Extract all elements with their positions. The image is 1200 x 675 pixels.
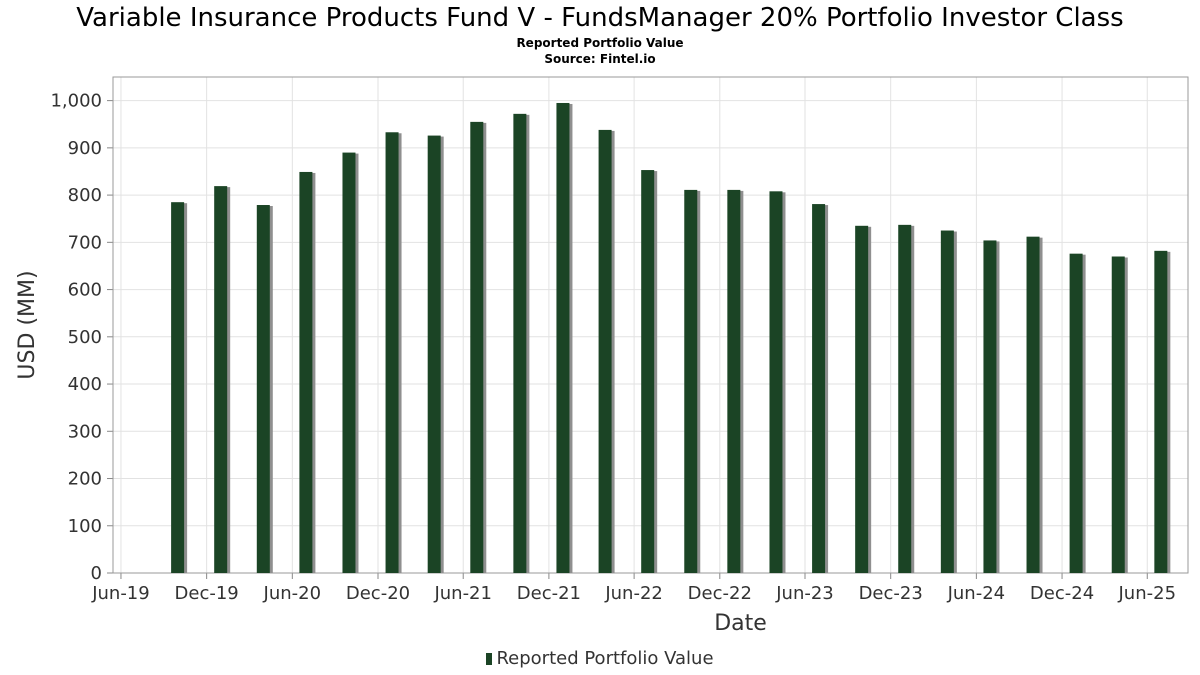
y-tick-label: 900 [68, 138, 102, 159]
x-tick-label: Dec-22 [688, 583, 752, 604]
bar [171, 202, 185, 573]
bar [598, 129, 612, 573]
chart-subtitle: Reported Portfolio Value [516, 36, 684, 50]
bar [556, 102, 570, 573]
bar [983, 240, 997, 574]
x-tick-label: Jun-19 [91, 583, 150, 604]
chart-title: Variable Insurance Products Fund V - Fun… [76, 3, 1124, 33]
x-tick-label: Dec-21 [517, 583, 581, 604]
bar [1154, 250, 1168, 574]
x-tick-label: Dec-20 [346, 583, 410, 604]
bar [940, 230, 954, 573]
x-tick-label: Jun-20 [263, 583, 322, 604]
legend: Reported Portfolio Value [0, 648, 1200, 670]
legend-label: Reported Portfolio Value [496, 648, 714, 669]
x-tick-label: Dec-24 [1030, 583, 1094, 604]
x-tick-label: Jun-22 [604, 583, 663, 604]
y-tick-label: 1,000 [50, 91, 102, 112]
bar [299, 171, 313, 573]
legend-swatch [486, 653, 493, 665]
bar [641, 170, 655, 573]
chart-source: Source: Fintel.io [544, 52, 656, 66]
y-tick-label: 500 [68, 327, 102, 348]
y-tick-label: 800 [68, 185, 102, 206]
bar [513, 113, 527, 574]
y-axis-label: USD (MM) [15, 270, 40, 379]
y-tick-label: 100 [68, 516, 102, 537]
x-axis-label: Date [714, 611, 767, 636]
bar [214, 186, 228, 573]
x-tick-label: Jun-25 [1118, 583, 1177, 604]
bar [855, 225, 869, 574]
y-tick-label: 400 [68, 374, 102, 395]
bar [385, 132, 399, 574]
x-tick-label: Dec-19 [175, 583, 239, 604]
bar [1069, 253, 1083, 573]
bar [427, 135, 441, 573]
bar [1111, 256, 1125, 573]
x-tick-label: Jun-24 [947, 583, 1006, 604]
x-tick-label: Jun-21 [433, 583, 492, 604]
bar [470, 121, 484, 573]
x-tick-label: Jun-23 [775, 583, 834, 604]
bar [256, 205, 270, 573]
bar [727, 189, 741, 573]
y-tick-label: 600 [68, 280, 102, 301]
x-tick-label: Dec-23 [859, 583, 923, 604]
y-tick-label: 200 [68, 469, 102, 490]
bar [1026, 236, 1040, 573]
y-tick-label: 300 [68, 421, 102, 442]
bar [342, 152, 356, 574]
bar [898, 224, 912, 574]
y-tick-label: 0 [91, 563, 102, 584]
bar [812, 204, 826, 573]
bar [769, 191, 783, 573]
y-tick-label: 700 [68, 232, 102, 253]
bar [684, 189, 698, 573]
